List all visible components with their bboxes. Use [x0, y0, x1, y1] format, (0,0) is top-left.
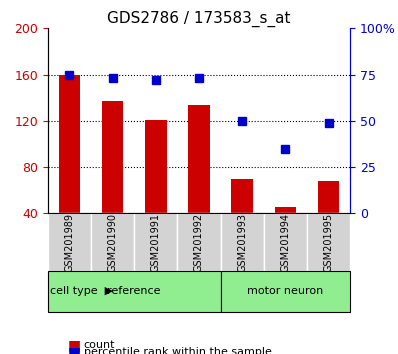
Text: reference: reference — [107, 286, 161, 296]
Bar — [231, 178, 253, 213]
FancyBboxPatch shape — [178, 213, 220, 271]
Text: count: count — [84, 340, 115, 350]
FancyBboxPatch shape — [220, 213, 264, 271]
FancyBboxPatch shape — [307, 213, 350, 271]
Text: GSM201995: GSM201995 — [324, 213, 334, 272]
Text: GSM201993: GSM201993 — [237, 213, 247, 272]
Bar — [145, 120, 167, 213]
FancyBboxPatch shape — [134, 213, 178, 271]
Text: GSM201992: GSM201992 — [194, 213, 204, 272]
Bar — [188, 105, 210, 213]
Bar — [318, 181, 339, 213]
FancyBboxPatch shape — [91, 213, 134, 271]
Text: GSM201989: GSM201989 — [64, 213, 74, 272]
FancyBboxPatch shape — [220, 271, 350, 312]
FancyBboxPatch shape — [48, 213, 91, 271]
Text: cell type  ▶: cell type ▶ — [50, 286, 113, 296]
Text: ■: ■ — [68, 345, 81, 354]
Bar — [59, 75, 80, 213]
Bar — [102, 101, 123, 213]
Text: GSM201991: GSM201991 — [151, 213, 161, 272]
FancyBboxPatch shape — [48, 271, 220, 312]
Text: GSM201990: GSM201990 — [107, 213, 117, 272]
Text: ■: ■ — [68, 338, 81, 352]
Text: motor neuron: motor neuron — [247, 286, 324, 296]
Bar — [275, 207, 296, 213]
Title: GDS2786 / 173583_s_at: GDS2786 / 173583_s_at — [107, 11, 291, 27]
Text: GSM201994: GSM201994 — [281, 213, 291, 272]
FancyBboxPatch shape — [264, 213, 307, 271]
Text: percentile rank within the sample: percentile rank within the sample — [84, 347, 271, 354]
